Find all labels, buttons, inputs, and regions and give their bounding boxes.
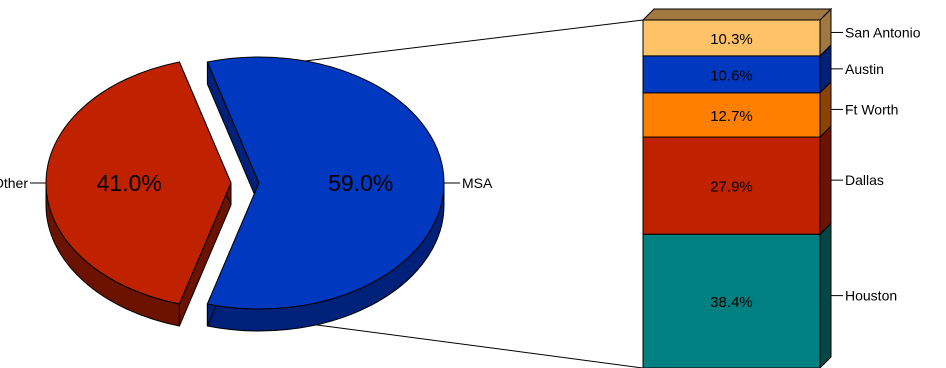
pie-value-label-msa: 59.0% xyxy=(328,170,393,196)
pie-value-label-other: 41.0% xyxy=(97,170,162,196)
stacked-bar xyxy=(641,7,833,368)
pie-category-label-other: Other xyxy=(0,175,28,191)
pie-slice-other xyxy=(45,61,232,305)
bar-segment-dallas xyxy=(642,136,821,235)
bar-value-label-ft-worth: 12.7% xyxy=(710,108,753,125)
bar-category-label-austin: Austin xyxy=(845,61,884,77)
connector-lines xyxy=(304,19,644,368)
bar-category-label-dallas: Dallas xyxy=(845,172,884,188)
connector-line-bottom xyxy=(316,324,644,368)
bar-value-label-san-antonio: 10.3% xyxy=(710,31,753,48)
bar-category-label-houston: Houston xyxy=(845,288,897,304)
bar-category-label-san-antonio: San Antonio xyxy=(845,24,921,40)
bar-side-houston xyxy=(819,222,832,368)
bar-segment-san-antonio xyxy=(642,19,821,57)
connector-line-top xyxy=(304,19,644,62)
bar-category-label-ft-worth: Ft Worth xyxy=(845,101,898,117)
pie xyxy=(45,56,445,332)
bar-top-face xyxy=(641,8,833,21)
bar-segment-houston xyxy=(642,233,821,368)
bar-side-dallas xyxy=(819,124,832,236)
labels: 41.0% Other 59.0% MSA 38.4% Houston 27.9% Dalla… xyxy=(0,24,921,311)
pie-category-label-msa: MSA xyxy=(462,175,493,191)
bar-value-label-dallas: 27.9% xyxy=(710,179,753,196)
pie-slice-msa xyxy=(206,56,445,310)
bar-value-label-houston: 38.4% xyxy=(710,294,753,311)
bar-value-label-austin: 10.6% xyxy=(710,67,753,84)
